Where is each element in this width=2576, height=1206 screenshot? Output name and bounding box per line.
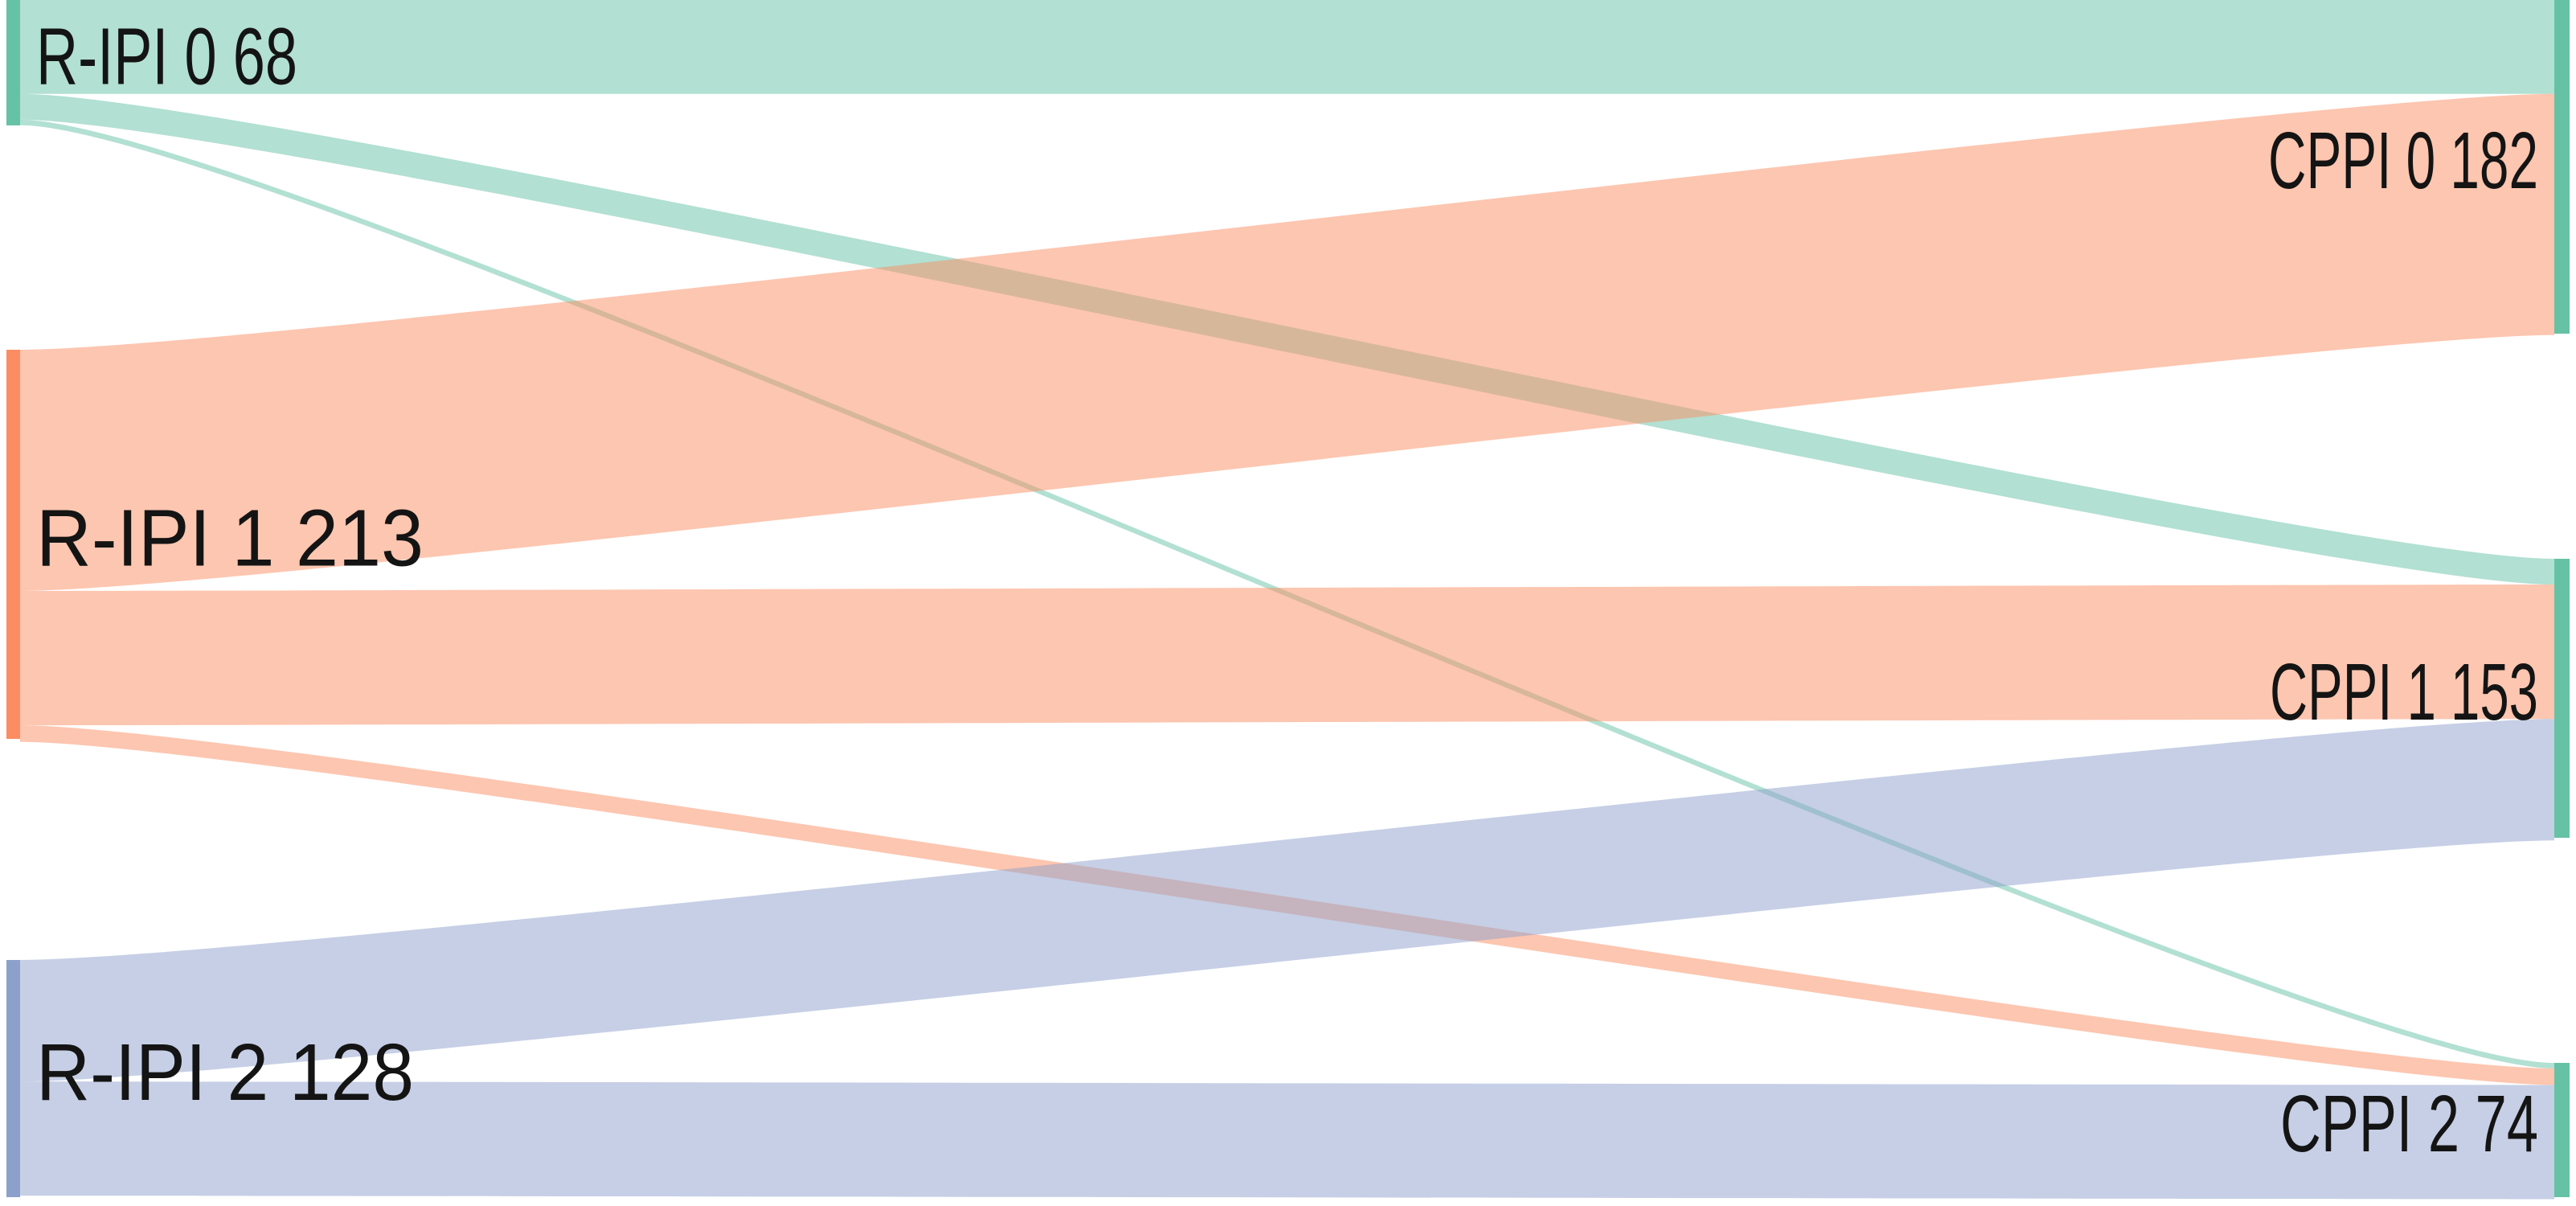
svg-text:CPPI 0 182: CPPI 0 182 <box>2268 116 2538 206</box>
svg-text:R-IPI 0 68: R-IPI 0 68 <box>36 11 297 101</box>
svg-text:R-IPI 2 128: R-IPI 2 128 <box>36 1028 414 1118</box>
svg-text:R-IPI 1 213: R-IPI 1 213 <box>36 493 424 583</box>
svg-text:CPPI 2 74: CPPI 2 74 <box>2280 1079 2538 1169</box>
svg-text:CPPI 1 153: CPPI 1 153 <box>2270 647 2538 737</box>
